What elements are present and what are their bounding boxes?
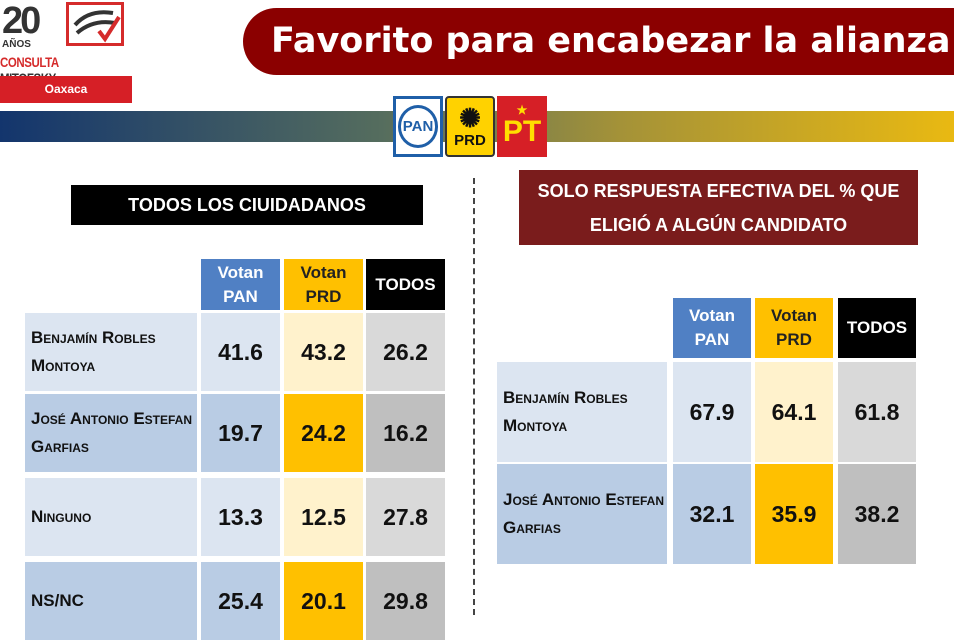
table-cell: 41.6 xyxy=(201,313,280,391)
table-cell: 61.8 xyxy=(838,362,916,462)
row-label: NS/NC xyxy=(25,562,197,640)
logo-check-icon xyxy=(66,2,124,46)
row-label: Benjamín Robles Montoya xyxy=(497,362,667,462)
table-cell: 24.2 xyxy=(284,394,363,472)
logo-years: AÑOS xyxy=(2,39,31,50)
pan-label: PAN xyxy=(397,105,439,148)
row-label: José Antonio Estefan Garfias xyxy=(497,464,667,564)
column-header: TODOS xyxy=(366,259,445,310)
column-header: Votan PRD xyxy=(755,298,833,358)
table-cell: 12.5 xyxy=(284,478,363,556)
row-label: Benjamín Robles Montoya xyxy=(25,313,197,391)
star-icon: ★ xyxy=(516,102,528,117)
pt-label: PT xyxy=(502,114,542,148)
column-header: Votan PAN xyxy=(673,298,751,358)
table-cell: 16.2 xyxy=(366,394,445,472)
page-title: Favorito para encabezar la alianza xyxy=(243,8,954,75)
party-logos: PAN ✺ PRD ★ PT xyxy=(393,96,547,157)
pan-logo: PAN xyxy=(393,96,443,157)
region-label: Oaxaca xyxy=(0,76,132,103)
table-cell: 19.7 xyxy=(201,394,280,472)
logo-number: 20 xyxy=(2,0,41,42)
table-cell: 20.1 xyxy=(284,562,363,640)
column-header: Votan PAN xyxy=(201,259,280,310)
pt-logo: ★ PT xyxy=(497,96,547,157)
logo-brand-a: CONSULTA xyxy=(0,54,59,70)
sun-icon: ✺ xyxy=(459,103,481,133)
table-cell: 27.8 xyxy=(366,478,445,556)
column-header: Votan PRD xyxy=(284,259,363,310)
table-cell: 26.2 xyxy=(366,313,445,391)
right-heading: SOLO RESPUESTA EFECTIVA DEL % QUE ELIGIÓ… xyxy=(519,170,918,245)
row-label: José Antonio Estefan Garfias xyxy=(25,394,197,472)
table-cell: 25.4 xyxy=(201,562,280,640)
left-heading: TODOS LOS CIUIDADANOS xyxy=(71,185,423,225)
consulta-mitofsky-logo: 20 AÑOS CONSULTA MITOFSKY Oaxaca xyxy=(0,0,132,103)
table-cell: 29.8 xyxy=(366,562,445,640)
table-cell: 32.1 xyxy=(673,464,751,564)
table-cell: 13.3 xyxy=(201,478,280,556)
table-cell: 43.2 xyxy=(284,313,363,391)
prd-label: PRD xyxy=(454,132,486,149)
table-cell: 64.1 xyxy=(755,362,833,462)
table-cell: 38.2 xyxy=(838,464,916,564)
table-cell: 35.9 xyxy=(755,464,833,564)
prd-logo: ✺ PRD xyxy=(445,96,495,157)
column-header: TODOS xyxy=(838,298,916,358)
row-label: Ninguno xyxy=(25,478,197,556)
section-divider xyxy=(473,178,475,615)
table-cell: 67.9 xyxy=(673,362,751,462)
